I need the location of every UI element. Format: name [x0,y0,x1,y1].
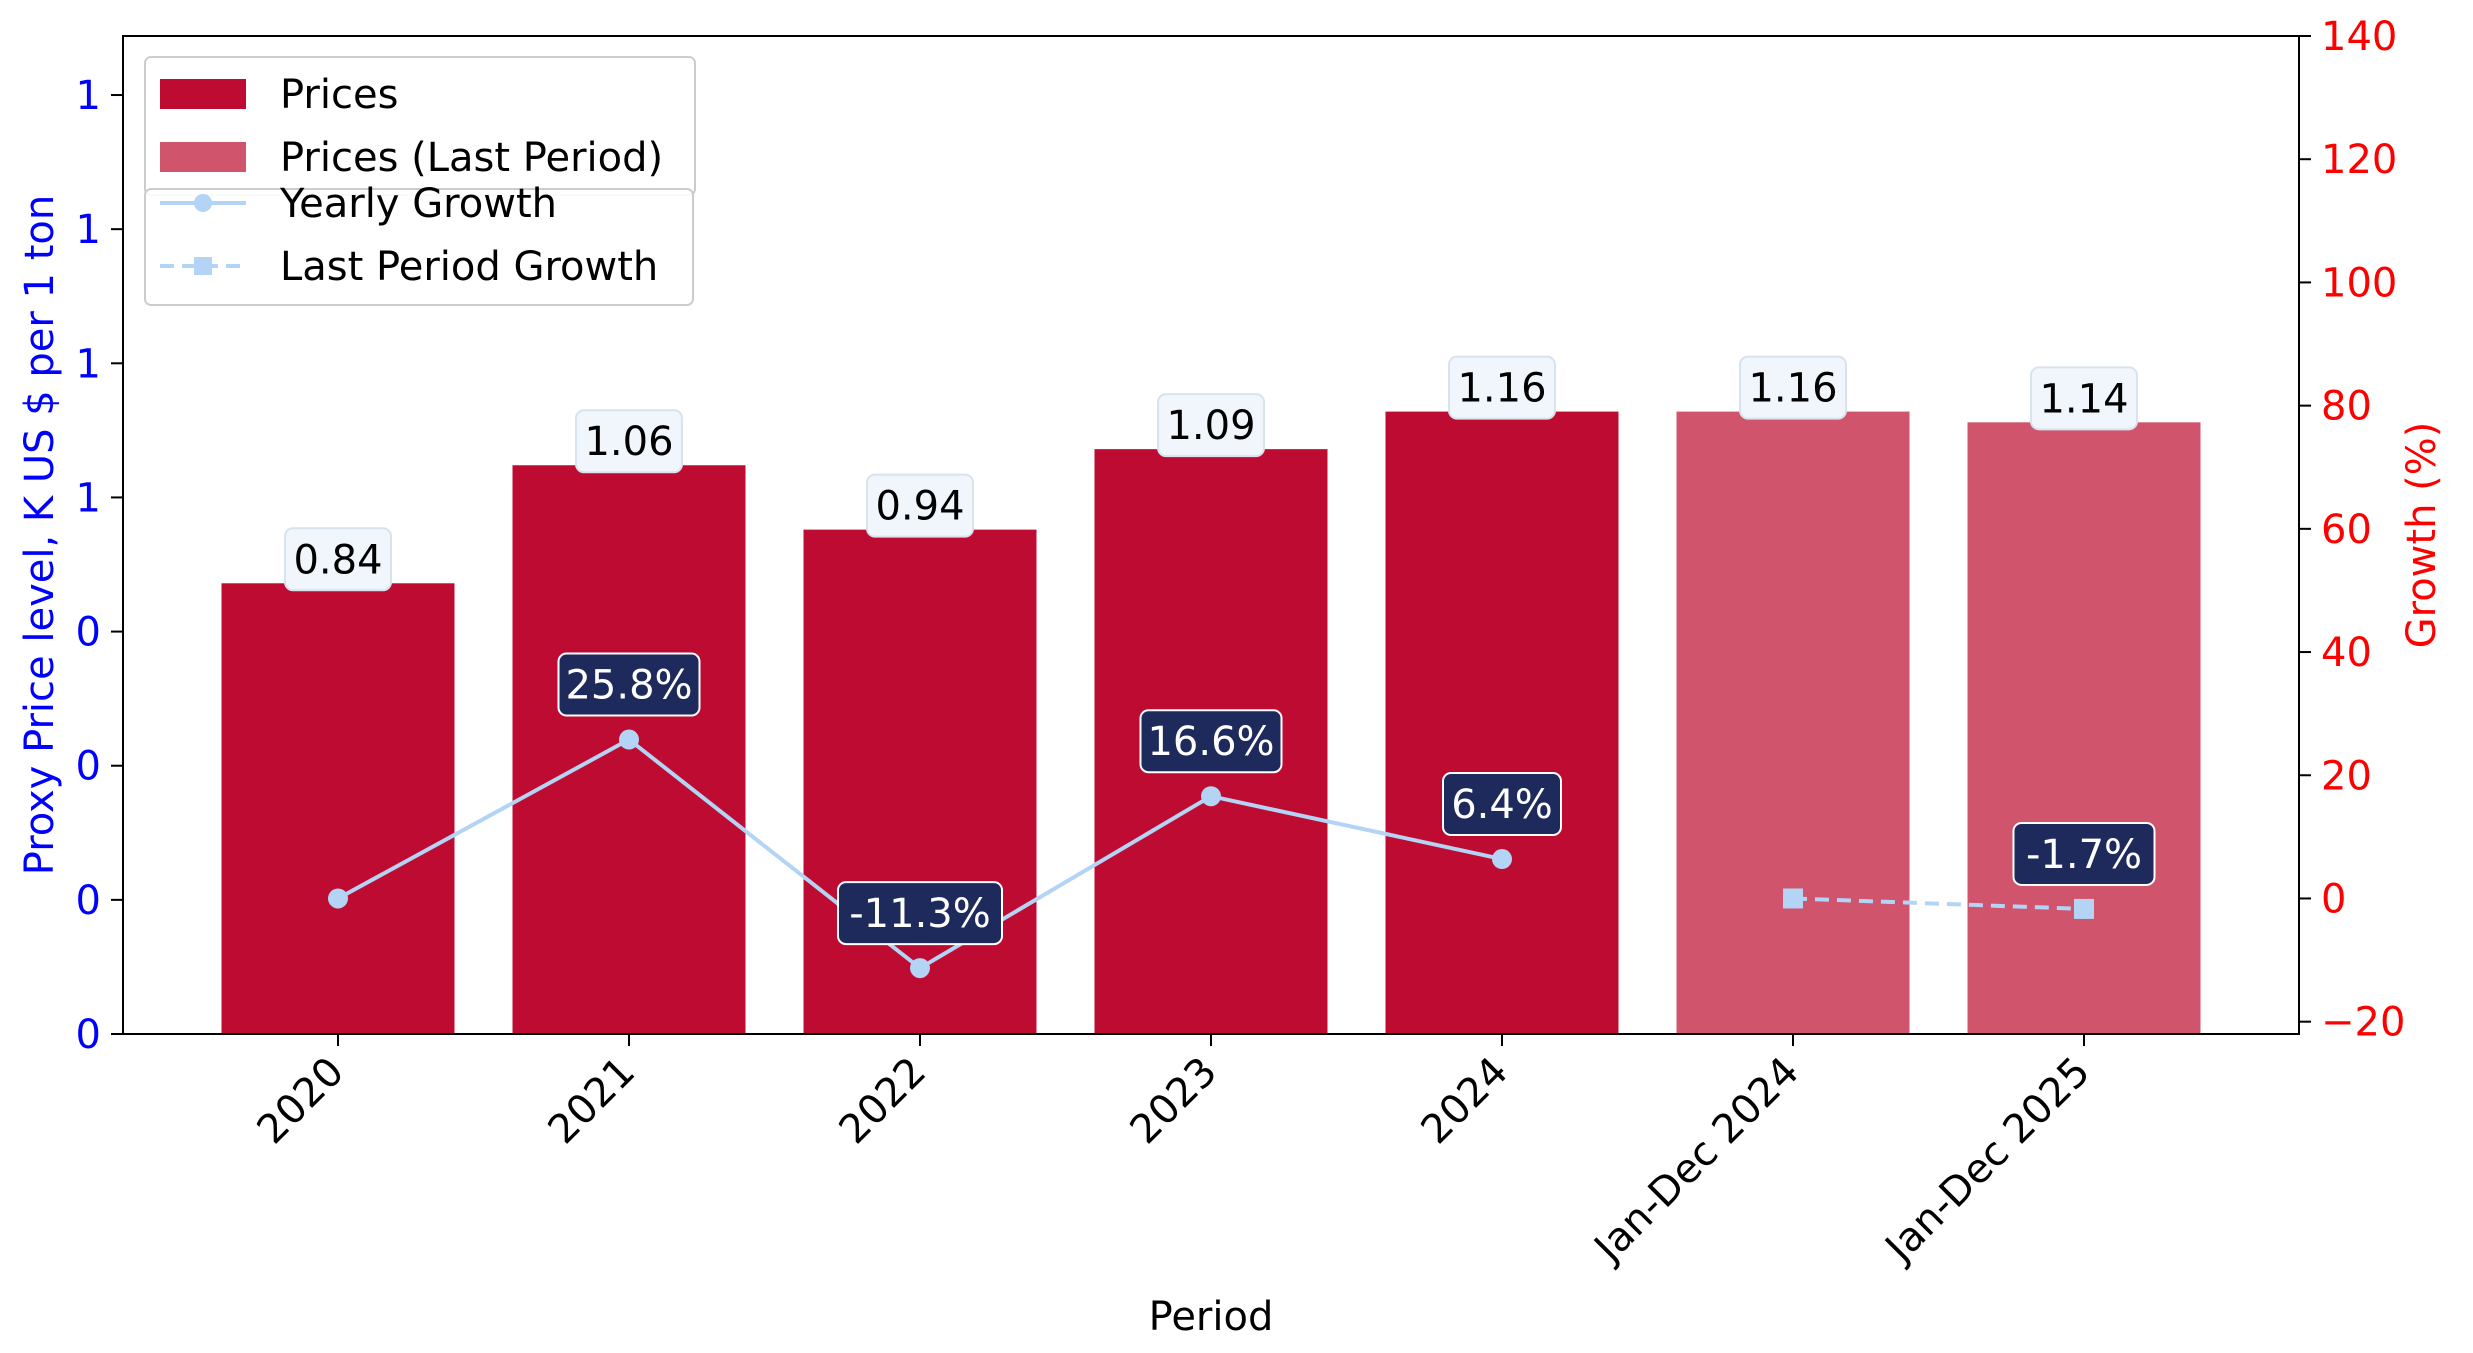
legend-lines: Yearly Growth Last Period Growth [144,181,694,306]
right-tick-label: 100 [2321,260,2397,306]
marker-last-period-growth [1783,888,1803,909]
growth-label: 6.4% [1451,782,1553,828]
marker-yearly-growth [1492,849,1512,870]
bar-2024 [1385,411,1619,1034]
growth-label-box [557,652,701,717]
x-axis-label: Period [1149,1294,1274,1340]
right-tick-label: 140 [2321,14,2397,60]
value-label-box [575,409,683,474]
legend-marker-last-period-growth [194,257,212,275]
marker-yearly-growth [910,958,930,979]
value-label-box [1448,355,1556,420]
left-tick-label: 0 [76,610,101,656]
growth-label: 25.8% [565,663,692,709]
data-labels-layer: 0.84 1.06 0.94 1.09 1.16 1.16 1.14 25.8% -11.3% 1… [284,355,2156,946]
legend-label-prices: Prices [280,72,398,118]
left-tick-label: 0 [76,744,101,790]
marker-yearly-growth [619,729,639,750]
right-tick-label: 40 [2321,630,2372,676]
value-label: 1.14 [2039,376,2128,422]
left-tick-label: 1 [76,73,101,119]
legend-marker-yearly-growth [194,194,212,212]
legend-label-last-period-growth: Last Period Growth [280,244,658,290]
legend-label-prices-last-period: Prices (Last Period) [280,135,663,181]
growth-label-box [1139,709,1283,774]
bars-layer [221,411,2201,1035]
legend-label-yearly-growth: Yearly Growth [279,181,557,227]
value-label: 0.94 [875,484,964,530]
bar-2020 [221,583,455,1034]
growth-label: -11.3% [849,891,991,937]
right-tick-label: 0 [2321,876,2346,922]
value-label-box [2030,366,2138,431]
x-tick-label: 2024 [1413,1049,1518,1154]
left-tick-label: 1 [76,341,101,387]
x-tick-label: 2023 [1122,1049,1227,1154]
right-tick-label: −20 [2321,1000,2405,1046]
right-y-axis-label: Growth (%) [2399,422,2445,649]
left-tick-label: 1 [76,475,101,521]
right-tick-label: 20 [2321,753,2372,799]
left-tick-label: 0 [76,1012,101,1058]
bar-jan-dec-2025 [1967,422,2201,1034]
line-last-period-growth [1792,896,2085,911]
x-tick-label: Jan-Dec 2025 [1875,1049,2099,1273]
legend-swatch-prices-last-period [160,142,246,172]
right-tick-label: 80 [2321,384,2372,430]
value-label: 1.16 [1457,366,1546,412]
growth-label-box [2012,821,2156,886]
growth-label: -1.7% [2026,832,2142,878]
left-y-axis: 0 0 0 0 1 1 1 1 [76,73,123,1058]
value-label: 0.84 [293,537,382,583]
left-y-axis-label: Proxy Price level, K US $ per 1 ton [17,195,63,875]
value-label-box [284,527,392,592]
x-axis: 2020 2021 2022 2023 2024 Jan-Dec 2024 Jan-Dec … [249,1034,2099,1273]
growth-lines-layer [328,729,2094,979]
bar-2022 [803,529,1037,1034]
right-tick-label: 60 [2321,507,2372,553]
growth-label: 16.6% [1147,719,1274,765]
x-tick-label: Jan-Dec 2024 [1584,1049,1808,1273]
value-label: 1.09 [1166,403,1255,449]
x-tick-label: 2021 [540,1049,645,1154]
right-y-axis: −20 0 20 40 60 80 100 120 140 [2299,14,2405,1046]
value-label-box [866,473,974,538]
x-tick-label: 2022 [831,1049,936,1154]
marker-last-period-growth [2074,898,2094,919]
right-tick-label: 120 [2321,137,2397,183]
growth-label-box [837,881,1003,946]
legend-lines-frame [144,188,694,306]
value-label: 1.16 [1748,366,1837,412]
left-tick-label: 1 [76,207,101,253]
legend-bars: Prices Prices (Last Period) [144,56,696,196]
growth-label-box [1442,772,1562,837]
legend-swatch-prices [160,79,246,109]
left-tick-label: 0 [76,878,101,924]
value-label-box [1739,355,1847,420]
marker-yearly-growth [328,888,348,909]
marker-yearly-growth [1201,786,1221,807]
x-tick-label: 2020 [249,1049,354,1154]
value-label-box [1157,393,1265,458]
bar-jan-dec-2024 [1676,411,1910,1034]
bar-2021 [512,465,746,1034]
value-label: 1.06 [584,419,673,465]
